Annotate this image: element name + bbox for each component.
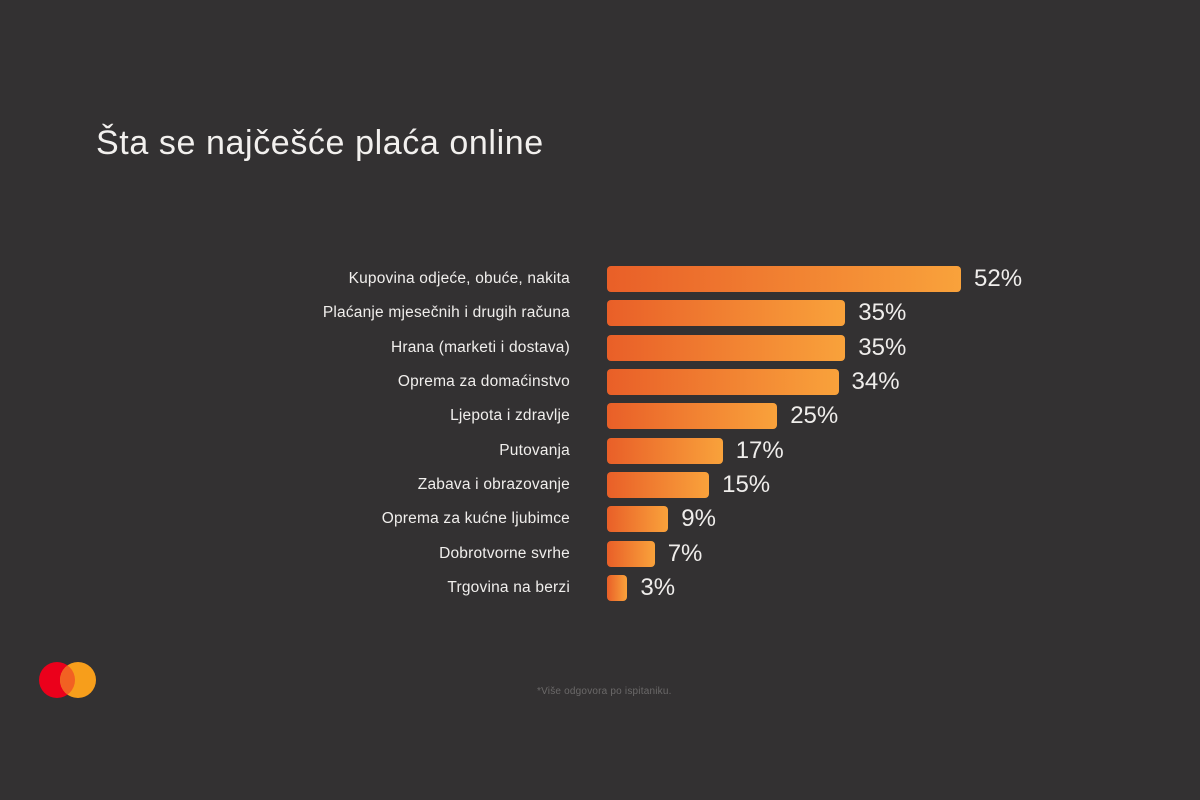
bar <box>607 334 846 361</box>
value-label: 15% <box>722 470 771 498</box>
bar-wrap: 15% <box>607 471 770 499</box>
bar-wrap: 34% <box>607 368 900 396</box>
bar <box>607 369 839 396</box>
mastercard-logo <box>39 662 96 698</box>
bar-wrap: 7% <box>607 540 702 568</box>
bar <box>607 300 846 327</box>
category-label: Ljepota i zdravlje <box>450 407 570 425</box>
value-label: 25% <box>790 402 839 430</box>
category-label: Putovanja <box>499 441 570 459</box>
category-label: Plaćanje mjesečnih i drugih računa <box>322 304 570 322</box>
bar <box>607 471 710 498</box>
bar-chart-row: Kupovina odjeće, obuće, nakita 52% <box>0 262 1200 296</box>
bar-chart: Kupovina odjeće, obuće, nakita 52% Plaća… <box>0 262 1200 605</box>
bar-chart-row: Trgovina na berzi 3% <box>0 571 1200 605</box>
value-label: 52% <box>974 265 1023 293</box>
bar-chart-row: Plaćanje mjesečnih i drugih računa 35% <box>0 296 1200 330</box>
category-label: Zabava i obrazovanje <box>417 475 570 493</box>
mastercard-overlap <box>60 662 75 698</box>
value-label: 35% <box>858 299 907 327</box>
bar-wrap: 35% <box>607 334 906 362</box>
bar <box>607 506 669 533</box>
category-label: Oprema za kućne ljubimce <box>381 510 570 528</box>
value-label: 3% <box>640 573 676 601</box>
bar-wrap: 3% <box>607 574 675 602</box>
bar-wrap: 17% <box>607 437 784 465</box>
bar <box>607 540 655 567</box>
page-title: Šta se najčešće plaća online <box>96 124 544 162</box>
bar-wrap: 25% <box>607 402 838 430</box>
category-label: Hrana (marketi i dostava) <box>390 338 570 356</box>
category-label: Oprema za domaćinstvo <box>397 373 570 391</box>
bar-wrap: 9% <box>607 505 716 533</box>
bar-chart-row: Oprema za kućne ljubimce 9% <box>0 502 1200 536</box>
bar <box>607 403 778 430</box>
footnote: *Više odgovora po ispitaniku. <box>537 686 672 697</box>
bar-wrap: 52% <box>607 265 1022 293</box>
category-label: Kupovina odjeće, obuće, nakita <box>348 270 570 288</box>
bar-chart-row: Dobrotvorne svrhe 7% <box>0 536 1200 570</box>
category-label: Dobrotvorne svrhe <box>439 544 570 562</box>
bar-chart-row: Hrana (marketi i dostava) 35% <box>0 331 1200 365</box>
value-label: 9% <box>681 505 716 533</box>
bar-chart-row: Oprema za domaćinstvo 34% <box>0 365 1200 399</box>
value-label: 17% <box>735 436 784 464</box>
bar-chart-row: Ljepota i zdravlje 25% <box>0 399 1200 433</box>
bar <box>607 574 628 601</box>
value-label: 35% <box>858 333 907 361</box>
bar <box>607 266 961 293</box>
bar <box>607 437 723 464</box>
bar-chart-row: Zabava i obrazovanje 15% <box>0 468 1200 502</box>
bar-chart-row: Putovanja 17% <box>0 433 1200 467</box>
value-label: 7% <box>667 539 703 567</box>
category-label: Trgovina na berzi <box>447 578 570 596</box>
bar-wrap: 35% <box>607 299 906 327</box>
value-label: 34% <box>851 368 900 396</box>
